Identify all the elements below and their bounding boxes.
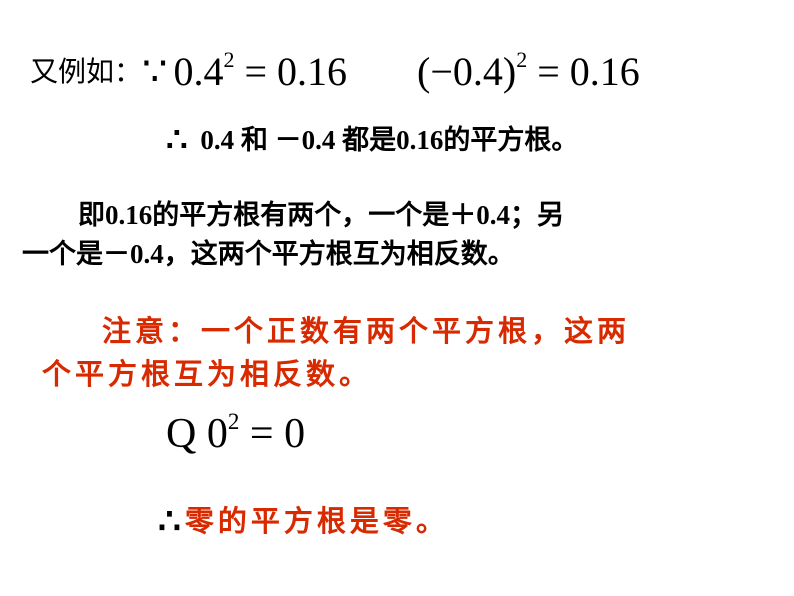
intro-text: 又例如：: [30, 57, 142, 88]
eq1-exp: 2: [223, 47, 234, 72]
therefore-symbol-2: ∴: [158, 500, 181, 542]
eq1: 0.42 = 0.16: [173, 49, 357, 94]
line5-container: Q 02 = 0: [166, 410, 305, 458]
eq1-eq: = 0.16: [234, 49, 347, 94]
line1-container: 又例如： ∵ 0.42 = 0.16 (−0.4)2 = 0.16: [30, 44, 640, 91]
because-symbol: ∵: [142, 49, 167, 94]
q-symbol: Q: [166, 411, 196, 457]
eq2-eq: = 0.16: [527, 49, 640, 94]
zero-exp: 2: [228, 408, 240, 434]
line6-text: 零的平方根是零。: [185, 506, 449, 538]
line3b: 一个是－0.4，这两个平方根互为相反数。: [22, 232, 515, 271]
line4b: 个平方根互为相反数。: [42, 351, 372, 393]
line2-text: 0.4 和 －0.4 都是0.16的平方根。: [200, 125, 578, 155]
line2-container: ∴ 0.4 和 －0.4 都是0.16的平方根。: [166, 118, 578, 158]
line4a: 注意：一个正数有两个平方根，这两: [102, 308, 630, 350]
eq2-open: (: [417, 49, 430, 94]
eq2-neg: −: [430, 49, 453, 94]
eq1-base: 0.4: [173, 49, 223, 94]
therefore-symbol-1: ∴: [166, 120, 188, 160]
zero-base: 0: [196, 411, 228, 457]
line3a: 即0.16的平方根有两个，一个是＋0.4；另: [78, 193, 564, 232]
line6-container: ∴ 零的平方根是零。: [158, 500, 449, 542]
eq2: (−0.4)2 = 0.16: [417, 49, 640, 94]
eq2-exp: 2: [516, 47, 527, 72]
zero-eq: = 0: [239, 411, 305, 457]
eq2-base: 0.4): [453, 49, 516, 94]
